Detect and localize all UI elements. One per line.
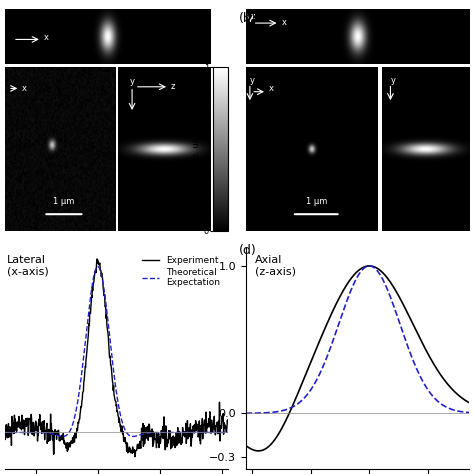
Text: 1 μm: 1 μm	[53, 197, 74, 206]
Text: y: y	[391, 76, 395, 85]
Legend: Experiment, Theoretical
Expectation: Experiment, Theoretical Expectation	[139, 253, 224, 291]
Text: z: z	[250, 11, 255, 20]
Text: z: z	[171, 82, 175, 91]
Text: y: y	[250, 76, 255, 85]
Text: x: x	[282, 18, 287, 27]
Y-axis label: arb. unit: arb. unit	[192, 131, 201, 167]
Text: y: y	[130, 77, 135, 86]
Text: Axial
(z-axis): Axial (z-axis)	[255, 255, 296, 276]
Text: x: x	[268, 84, 273, 93]
Text: (d): (d)	[239, 244, 257, 257]
Text: x: x	[44, 33, 49, 42]
Text: (b): (b)	[239, 12, 257, 25]
Text: x: x	[21, 84, 27, 93]
Text: 1 μm: 1 μm	[306, 197, 327, 206]
Text: Lateral
(x-axis): Lateral (x-axis)	[7, 255, 49, 276]
